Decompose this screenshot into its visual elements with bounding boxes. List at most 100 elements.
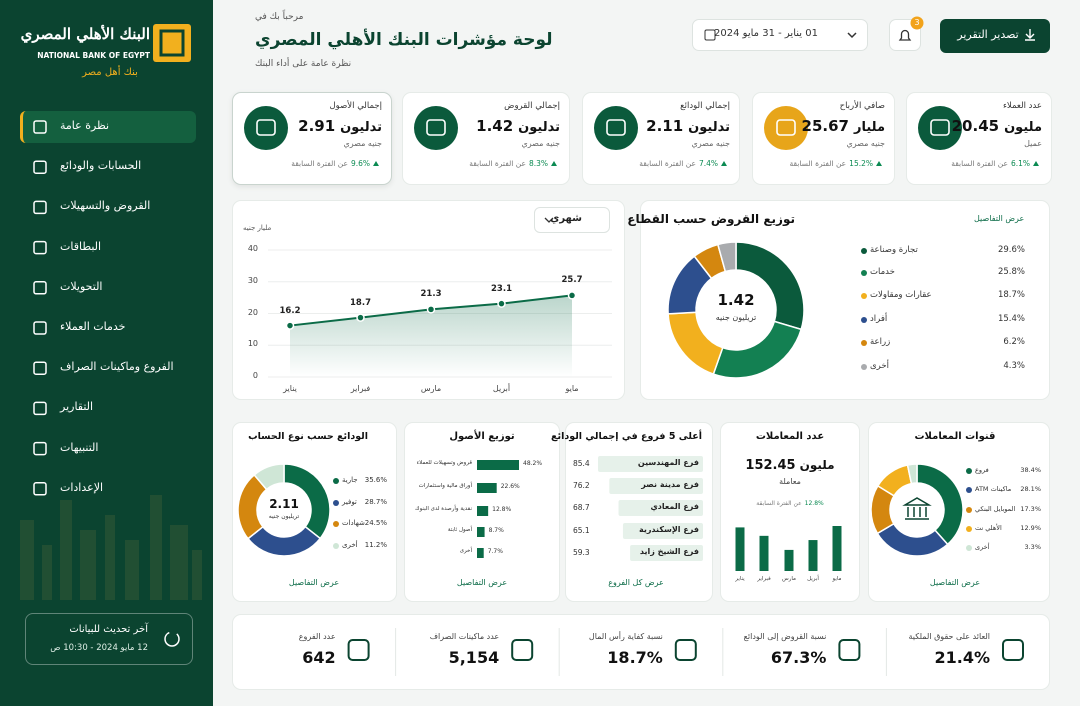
details-link[interactable]: عرض التفاصيل (456, 578, 508, 587)
details-link[interactable]: عرض التفاصيل (974, 214, 1025, 223)
legend-dot (966, 526, 972, 532)
details-link[interactable]: عرض التفاصيل (288, 578, 340, 587)
y-tick-label: 20 (247, 307, 258, 317)
chevron (847, 32, 857, 39)
stat-icon (674, 639, 697, 661)
kpi-icon (776, 119, 796, 136)
menu-item[interactable]: التنبيهات (60, 440, 99, 454)
arrow-up (876, 161, 882, 166)
kpi-label: إجمالي القروض (504, 101, 560, 111)
date-picker[interactable] (692, 19, 868, 51)
date-range[interactable]: 01 يناير - 31 مايو 2024 (714, 28, 818, 39)
x-tick-label: أبريل (492, 384, 511, 393)
branch-value: 76.2 (573, 481, 590, 490)
stat-value: 18.7% (607, 648, 663, 667)
legend-dot (966, 468, 972, 474)
stat-value: 21.4% (934, 648, 990, 667)
menu-item[interactable]: التقارير (60, 400, 94, 414)
chart-title: توزيع القروض حسب القطاع (627, 212, 795, 226)
menu-item[interactable]: الفروع وماكينات الصراف (60, 360, 174, 374)
chart-title: عدد المعاملات (755, 431, 825, 442)
card (720, 422, 860, 602)
page-subtitle: نظرة عامة على أداء البنك (255, 59, 352, 69)
kpi-label: إجمالي الأصول (329, 101, 383, 111)
legend-label: أخرى (342, 541, 358, 550)
stat-value: 5,154 (448, 648, 500, 667)
kpi-change: 15.2% (849, 159, 873, 168)
update-time: 12 مايو 2024 - 10:30 ص (50, 643, 148, 653)
menu-item[interactable]: الإعدادات (60, 480, 104, 494)
menu-item[interactable]: البطاقات (60, 239, 102, 253)
menu-item[interactable]: التحويلات (60, 279, 103, 293)
branch-value: 68.7 (573, 503, 590, 512)
menu-item[interactable]: الحسابات والودائع (60, 159, 142, 173)
bar (609, 478, 703, 494)
period-label[interactable]: شهري (550, 213, 582, 224)
legend-dot (333, 521, 339, 527)
details-link[interactable]: عرض التفاصيل (929, 578, 981, 587)
kpi-value-row: 2.11 تدليون (646, 117, 730, 135)
legend-dot (333, 500, 339, 506)
legend-dot (333, 543, 339, 549)
bar (477, 548, 484, 558)
branch-value: 65.1 (573, 526, 590, 535)
legend-dot (861, 340, 867, 346)
data-label: 25.7 (561, 275, 583, 286)
branch-name: فرع المعادي (650, 502, 699, 511)
kpi-compare: عن الفترة السابقة (951, 159, 1008, 168)
kpi-value: 2.11 (646, 117, 684, 135)
x-tick-label: يناير (283, 384, 297, 393)
legend-value: 11.2% (364, 541, 387, 550)
value-label: 8.7% (488, 527, 504, 534)
center-value: 1.42 (717, 291, 755, 309)
total-value: 152.45 (745, 458, 796, 473)
kpi-value-row: 25.67 مليار (802, 117, 885, 135)
branch-name: فرع المهندسين (637, 458, 699, 467)
badge (910, 16, 924, 30)
donut-slice (712, 320, 803, 379)
branch-value: 59.3 (573, 548, 590, 557)
stat-label: نسبة القروض إلى الودائع (743, 632, 827, 641)
donut-slice (667, 311, 724, 376)
donut-slice (283, 463, 331, 540)
data-label: 21.3 (420, 289, 442, 300)
kpi-value: 2.91 (298, 117, 336, 135)
arrow-up (1033, 161, 1039, 166)
legend-label: خدمات (870, 267, 895, 278)
kpi-unit: مليار (853, 120, 885, 135)
menu-item[interactable]: القروض والتسهيلات (60, 199, 151, 213)
details-link[interactable]: عرض كل الفروع (608, 578, 664, 587)
legend-value: 29.6% (997, 245, 1025, 256)
period-dropdown[interactable] (534, 207, 610, 233)
point (426, 305, 436, 314)
x-tick-label: يناير (735, 576, 745, 582)
legend-value: 25.8% (997, 267, 1025, 278)
bar (832, 526, 842, 571)
kpi-label: صافي الأرباح (839, 101, 885, 111)
bar-label: قروض وتسهيلات للعملاء (416, 460, 472, 466)
legend-label: توفير (342, 498, 357, 507)
menu-icon (33, 441, 47, 456)
data-label: 18.7 (350, 297, 371, 308)
menu-item[interactable]: خدمات العملاء (60, 320, 126, 333)
kpi-compare: عن الفترة السابقة (789, 159, 847, 168)
data-label: 23.1 (491, 283, 512, 294)
bar-label: أخرى (459, 548, 472, 554)
update-box (25, 613, 193, 665)
donut-slice (916, 463, 964, 546)
legend-dot (861, 248, 867, 254)
menu-icon (33, 240, 47, 255)
branch-name: فرع مدينة نصر (641, 480, 699, 489)
greeting: مرحباً بك في (255, 12, 304, 22)
skyline (20, 520, 34, 600)
stat-label: العائد على حقوق الملكية (908, 632, 991, 641)
point (356, 313, 365, 322)
export-label[interactable]: تصدير التقرير (957, 28, 1019, 41)
legend-label: أخرى (870, 361, 889, 372)
menu-item[interactable]: نظرة عامة (60, 119, 110, 132)
stat-label: عدد الفروع (298, 632, 336, 641)
y-tick-label: 40 (247, 244, 258, 253)
x-tick-label: فبراير (757, 576, 771, 582)
point (567, 291, 577, 300)
kpi-change-row: 15.2%عن الفترة السابقة (789, 159, 885, 168)
